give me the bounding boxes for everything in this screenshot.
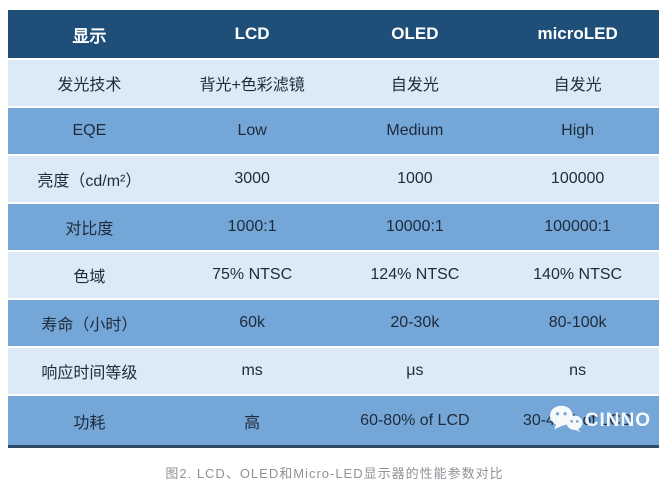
cell-lcd: 背光+色彩滤镜 — [199, 77, 305, 94]
cell-microled: 80-100k — [548, 314, 607, 331]
comparison-figure: 显示 LCD OLED microLED 发光技术 背光+色彩滤镜 自发光 自发… — [0, 10, 669, 491]
row-label: EQE — [72, 122, 107, 139]
cell-oled: 124% NTSC — [370, 266, 460, 283]
row-label: 色域 — [73, 269, 106, 286]
row-label: 功耗 — [73, 414, 106, 432]
cell-microled: 100000:1 — [544, 218, 611, 235]
table-row: EQE Low Medium High — [8, 108, 659, 154]
table-row: 功耗 高 60-80% of LCD 30-40% of LCD — [8, 396, 659, 445]
table-header-row: 显示 LCD OLED microLED — [8, 10, 659, 58]
cell-lcd: 1000:1 — [227, 218, 277, 235]
cell-oled: Medium — [386, 122, 444, 139]
row-label: 发光技术 — [57, 77, 122, 94]
row-label: 响应时间等级 — [41, 365, 138, 382]
row-label: 亮度（cd/m²） — [37, 173, 142, 190]
cell-lcd: Low — [237, 122, 267, 139]
cell-oled: 1000 — [397, 170, 433, 187]
cell-microled: ns — [569, 362, 587, 379]
table-row: 寿命（小时） 60k 20-30k 80-100k — [8, 300, 659, 346]
row-label: 对比度 — [65, 221, 114, 238]
row-label: 寿命（小时） — [41, 317, 138, 334]
cell-microled: 30-40% of LCD — [522, 411, 633, 429]
header-cell-display: 显示 — [72, 26, 107, 46]
table-row: 色域 75% NTSC 124% NTSC 140% NTSC — [8, 252, 659, 298]
table-row: 对比度 1000:1 10000:1 100000:1 — [8, 204, 659, 250]
figure-caption: 图2. LCD、OLED和Micro-LED显示器的性能参数对比 — [165, 466, 504, 481]
header-cell-microled: microLED — [537, 24, 618, 43]
cell-oled: 10000:1 — [385, 218, 444, 235]
table-row: 响应时间等级 ms μs ns — [8, 348, 659, 394]
cell-lcd: 3000 — [234, 170, 270, 187]
cell-lcd: 高 — [244, 414, 261, 432]
header-cell-lcd: LCD — [234, 24, 270, 43]
cell-microled: 100000 — [550, 170, 605, 187]
cell-lcd: ms — [241, 362, 263, 379]
header-cell-oled: OLED — [391, 24, 439, 43]
cell-lcd: 75% NTSC — [212, 266, 293, 283]
cell-microled: 140% NTSC — [533, 266, 623, 283]
comparison-table: 显示 LCD OLED microLED 发光技术 背光+色彩滤镜 自发光 自发… — [8, 10, 659, 448]
cell-oled: μs — [406, 362, 424, 379]
cell-oled: 20-30k — [390, 314, 440, 331]
table-row: 发光技术 背光+色彩滤镜 自发光 自发光 — [8, 60, 659, 106]
cell-microled: High — [561, 122, 595, 139]
cell-lcd: 60k — [239, 314, 266, 331]
cell-oled: 60-80% of LCD — [360, 411, 470, 429]
table-row: 亮度（cd/m²） 3000 1000 100000 — [8, 156, 659, 202]
cell-microled: 自发光 — [553, 77, 602, 94]
cell-oled: 自发光 — [390, 77, 439, 94]
